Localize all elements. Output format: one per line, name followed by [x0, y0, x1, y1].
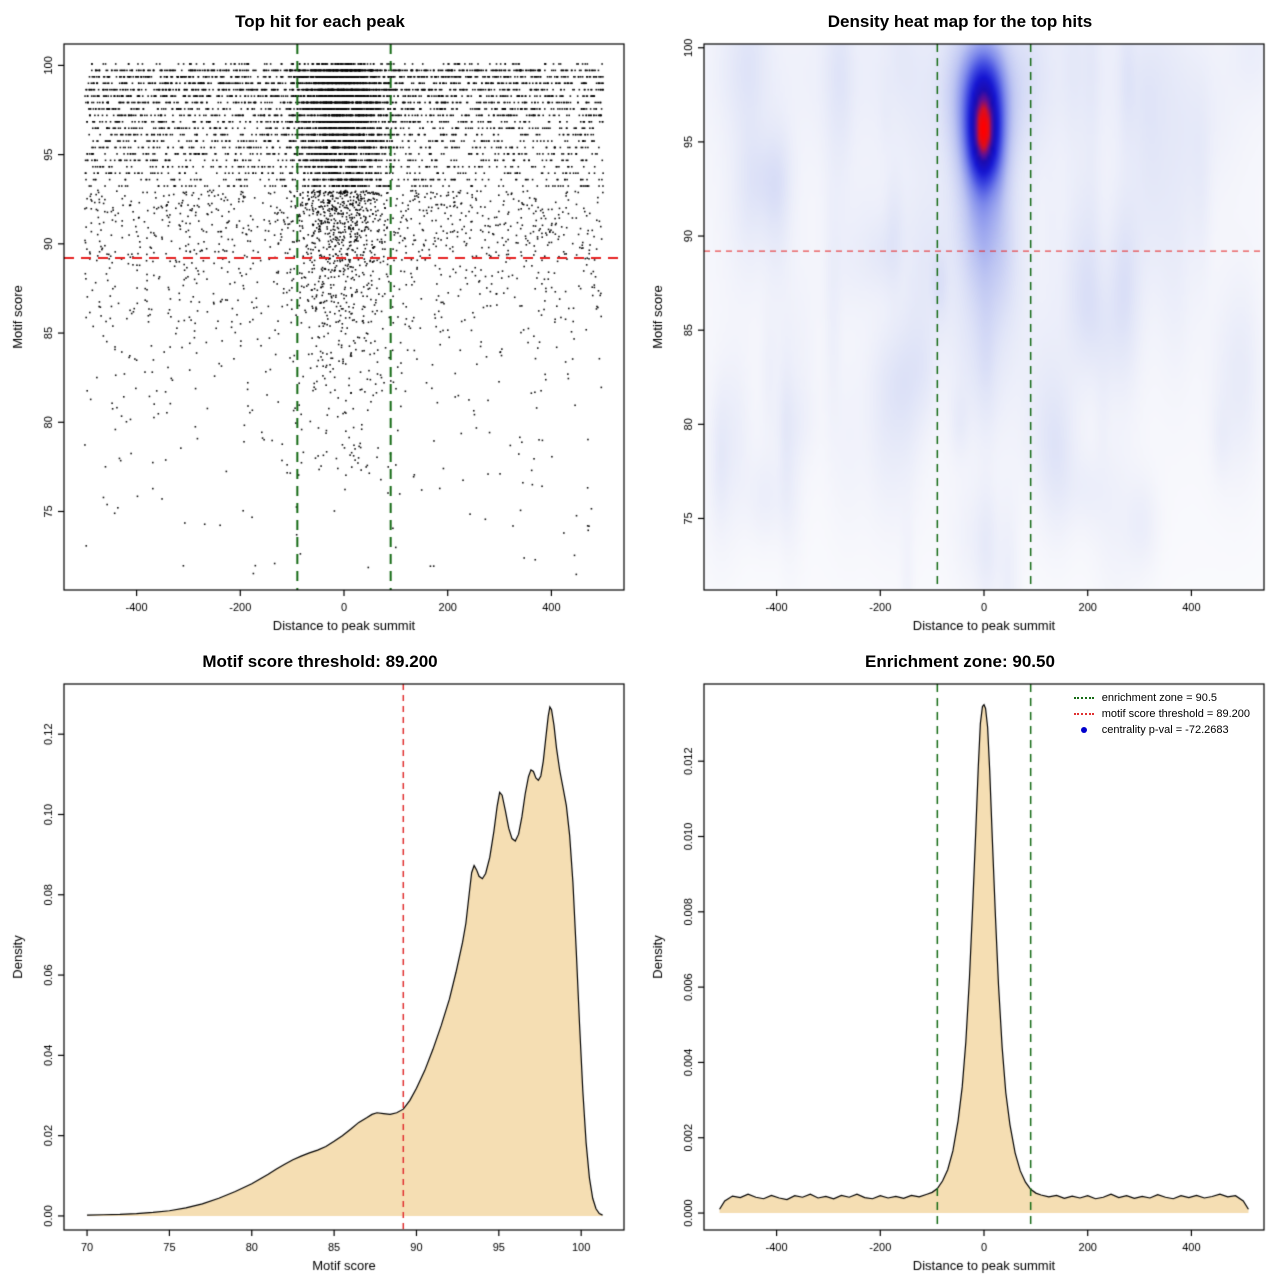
panel-motif-score-density: Motif score threshold: 89.200 — [0, 640, 640, 1280]
chart-title-scatter: Top hit for each peak — [235, 12, 405, 31]
plot-legend: enrichment zone = 90.5 motif score thres… — [1073, 692, 1250, 736]
point-marker-blue — [1080, 727, 1087, 733]
legend-item-enrichment-zone: enrichment zone = 90.5 — [1073, 692, 1250, 704]
dotted-line-marker-red — [1073, 713, 1094, 715]
legend-item-centrality-pval: centrality p-val = -72.2683 — [1074, 724, 1250, 736]
legend-label-score-threshold: motif score threshold = 89.200 — [1101, 708, 1250, 720]
dotted-line-marker-green — [1073, 697, 1094, 699]
chart-title-score-threshold: Motif score threshold: 89.200 — [202, 652, 438, 671]
chart-title-heatmap: Density heat map for the top hits — [827, 12, 1093, 31]
heatmap-canvas — [640, 34, 1280, 640]
distance-density-canvas — [640, 674, 1280, 1280]
legend-label-enrichment-zone: enrichment zone = 90.5 — [1101, 692, 1217, 704]
panel-top-hit-scatter: Top hit for each peak — [0, 0, 640, 640]
legend-label-centrality-pval: centrality p-val = -72.2683 — [1101, 724, 1229, 736]
legend-item-score-threshold: motif score threshold = 89.200 — [1073, 708, 1250, 720]
score-density-canvas — [0, 674, 640, 1280]
chart-title-enrichment-zone: Enrichment zone: 90.50 — [865, 652, 1055, 671]
scatter-plot-canvas — [0, 34, 640, 640]
panel-summit-distance-density: Enrichment zone: 90.50 enrichment zone =… — [640, 640, 1280, 1280]
panel-density-heatmap: Density heat map for the top hits — [640, 0, 1280, 640]
